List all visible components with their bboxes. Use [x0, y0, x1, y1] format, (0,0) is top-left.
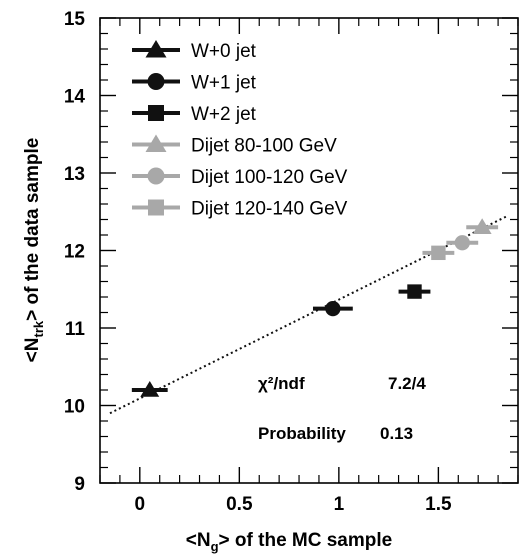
x-axis-label: <Ng> of the MC sample: [186, 530, 392, 554]
x-tick-label: 0.5: [226, 494, 253, 515]
legend-label: Dijet 120-140 GeV: [191, 199, 348, 220]
legend-label: Dijet 100-120 GeV: [191, 167, 348, 188]
data-points: [131, 218, 499, 397]
legend: W+0 jet W+1 jet W+2 jet Dijet 80-100 GeV Dij…: [132, 40, 348, 220]
data-point: [454, 235, 470, 251]
data-point: [325, 300, 341, 317]
y-axis-ticks: 9 10 11 12 13 14 15: [64, 9, 518, 495]
legend-marker: [145, 40, 167, 58]
legend-marker: [147, 167, 165, 185]
legend-marker: [148, 105, 164, 121]
data-point: [407, 284, 422, 299]
x-tick-label: 1.5: [425, 494, 452, 515]
y-tick-label: 14: [64, 87, 86, 108]
y-tick-label: 11: [65, 319, 86, 340]
fit-line-group: [109, 214, 509, 415]
data-point: [431, 245, 446, 261]
x-axis-ticks: 00.511.52: [99, 18, 519, 515]
legend-label: Dijet 80-100 GeV: [191, 136, 337, 157]
y-tick-label: 10: [64, 397, 85, 418]
legend-label: W+0 jet: [191, 41, 257, 62]
fit-line: [109, 214, 509, 415]
probability-value: 0.13: [380, 424, 413, 443]
y-tick-label: 15: [64, 9, 86, 30]
chi2-label: χ²/ndf: [258, 374, 305, 393]
plot-frame: [99, 17, 519, 484]
x-tick-label: 1: [334, 494, 345, 515]
legend-marker: [148, 199, 164, 216]
y-tick-label: 13: [64, 164, 85, 185]
y-axis-label: <Ntrk> of the data sample: [22, 138, 46, 363]
probability-label: Probability: [258, 424, 346, 443]
legend-marker: [145, 134, 167, 152]
data-point: [140, 381, 160, 397]
data-point: [472, 218, 492, 234]
y-tick-label: 9: [74, 474, 85, 495]
legend-label: W+2 jet: [191, 104, 257, 125]
x-tick-label: 0: [135, 494, 146, 515]
chi2-value: 7.2/4: [388, 374, 426, 393]
legend-label: W+1 jet: [191, 73, 257, 94]
legend-marker: [147, 73, 165, 90]
y-tick-label: 12: [64, 242, 85, 263]
